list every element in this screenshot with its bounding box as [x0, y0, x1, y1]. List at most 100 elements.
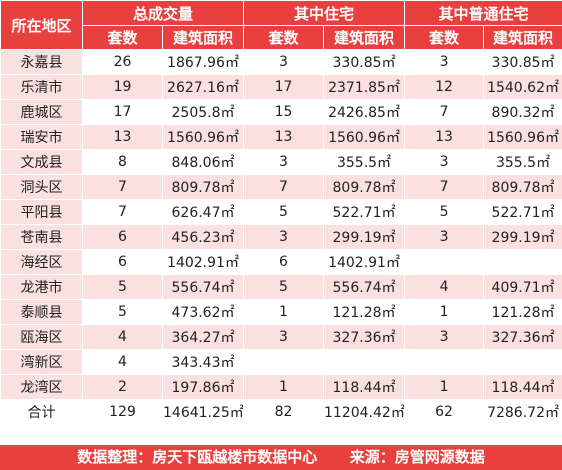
cell: 473.62㎡	[161, 299, 245, 325]
header-sub-area: 建筑面积	[483, 25, 562, 50]
cell: 355.5㎡	[483, 149, 562, 175]
table-row: 瑞安市 13 1560.96㎡ 13 1560.96㎡ 13 1560.96㎡	[0, 124, 562, 150]
cell: 2371.85㎡	[323, 74, 406, 100]
table-row: 瓯海区 4 364.27㎡ 3 327.36㎡ 3 327.36㎡	[0, 324, 562, 350]
cell: 890.32㎡	[483, 99, 562, 125]
cell: 7	[82, 174, 163, 200]
header-sub-area: 建筑面积	[323, 25, 406, 50]
cell: 809.78㎡	[483, 174, 562, 200]
table-row: 湾新区 4 343.43㎡	[0, 349, 562, 375]
region-cell: 乐清市	[0, 74, 83, 100]
cell: 2505.8㎡	[161, 99, 245, 125]
cell: 1	[243, 374, 325, 400]
region-cell: 文成县	[0, 149, 83, 175]
header-group-ordinary-residential: 其中普通住宅	[404, 0, 562, 26]
footer-source: 来源：房管网源数据	[349, 448, 485, 466]
cell: 7	[404, 174, 485, 200]
table-row: 苍南县 6 456.23㎡ 3 299.19㎡ 3 299.19㎡	[0, 224, 562, 250]
cell: 299.19㎡	[323, 224, 406, 250]
cell: 5	[243, 199, 325, 225]
cell: 2	[82, 374, 163, 400]
cell: 6	[82, 224, 163, 250]
cell: 809.78㎡	[161, 174, 245, 200]
cell: 848.06㎡	[161, 149, 245, 175]
cell	[243, 349, 325, 375]
header-region: 所在地区	[0, 0, 83, 50]
cell: 522.71㎡	[323, 199, 406, 225]
region-cell: 苍南县	[0, 224, 83, 250]
cell: 129	[82, 399, 163, 425]
region-cell: 鹿城区	[0, 99, 83, 125]
cell: 3	[404, 324, 485, 350]
cell: 7	[243, 174, 325, 200]
cell: 7	[82, 199, 163, 225]
cell: 3	[243, 324, 325, 350]
cell: 556.74㎡	[323, 274, 406, 300]
total-row: 合计 129 14641.25㎡ 82 11204.42㎡ 62 7286.72…	[0, 399, 562, 425]
cell: 3	[243, 49, 325, 75]
header-sub-area: 建筑面积	[161, 25, 245, 50]
cell: 6	[82, 249, 163, 275]
cell: 6	[243, 249, 325, 275]
cell: 556.74㎡	[161, 274, 245, 300]
cell: 1	[404, 374, 485, 400]
cell	[483, 249, 562, 275]
cell: 26	[82, 49, 163, 75]
transaction-table: 所在地区 总成交量 其中住宅 其中普通住宅 套数 建筑面积 套数 建筑面积 套数…	[0, 0, 562, 425]
region-cell: 洞头区	[0, 174, 83, 200]
cell: 5	[82, 299, 163, 325]
cell	[323, 349, 406, 375]
region-cell: 平阳县	[0, 199, 83, 225]
region-cell: 海经区	[0, 249, 83, 275]
cell: 121.28㎡	[323, 299, 406, 325]
cell: 626.47㎡	[161, 199, 245, 225]
cell: 1560.96㎡	[323, 124, 406, 150]
header-group-residential: 其中住宅	[243, 0, 406, 26]
cell: 3	[404, 149, 485, 175]
cell: 17	[243, 74, 325, 100]
cell	[404, 249, 485, 275]
cell: 118.44㎡	[483, 374, 562, 400]
cell: 355.5㎡	[323, 149, 406, 175]
cell: 1402.91㎡	[323, 249, 406, 275]
table-row: 鹿城区 17 2505.8㎡ 15 2426.85㎡ 7 890.32㎡	[0, 99, 562, 125]
table-row: 永嘉县 26 1867.96㎡ 3 330.85㎡ 3 330.85㎡	[0, 49, 562, 75]
cell: 197.86㎡	[161, 374, 245, 400]
cell: 3	[404, 49, 485, 75]
table-row: 文成县 8 848.06㎡ 3 355.5㎡ 3 355.5㎡	[0, 149, 562, 175]
table-row: 龙港市 5 556.74㎡ 5 556.74㎡ 4 409.71㎡	[0, 274, 562, 300]
cell: 809.78㎡	[323, 174, 406, 200]
cell: 1	[404, 299, 485, 325]
header-sub-units: 套数	[243, 25, 325, 50]
cell: 7	[404, 99, 485, 125]
cell: 522.71㎡	[483, 199, 562, 225]
cell: 3	[243, 149, 325, 175]
cell: 327.36㎡	[483, 324, 562, 350]
region-cell: 瓯海区	[0, 324, 83, 350]
cell: 1560.96㎡	[483, 124, 562, 150]
cell: 5	[404, 199, 485, 225]
cell: 2627.16㎡	[161, 74, 245, 100]
cell: 121.28㎡	[483, 299, 562, 325]
cell: 4	[82, 324, 163, 350]
total-label: 合计	[0, 399, 83, 425]
cell: 17	[82, 99, 163, 125]
region-cell: 龙湾区	[0, 374, 83, 400]
table-row: 平阳县 7 626.47㎡ 5 522.71㎡ 5 522.71㎡	[0, 199, 562, 225]
cell: 330.85㎡	[323, 49, 406, 75]
table-row: 泰顺县 5 473.62㎡ 1 121.28㎡ 1 121.28㎡	[0, 299, 562, 325]
cell: 4	[82, 349, 163, 375]
cell: 2426.85㎡	[323, 99, 406, 125]
cell: 3	[404, 224, 485, 250]
table-row: 洞头区 7 809.78㎡ 7 809.78㎡ 7 809.78㎡	[0, 174, 562, 200]
cell: 14641.25㎡	[161, 399, 245, 425]
cell: 62	[404, 399, 485, 425]
header-group-total: 总成交量	[81, 0, 245, 26]
cell: 118.44㎡	[323, 374, 406, 400]
cell: 7286.72㎡	[483, 399, 562, 425]
table-row: 海经区 6 1402.91㎡ 6 1402.91㎡	[0, 249, 562, 275]
cell: 3	[243, 224, 325, 250]
region-cell: 永嘉县	[0, 49, 83, 75]
cell: 12	[404, 74, 485, 100]
